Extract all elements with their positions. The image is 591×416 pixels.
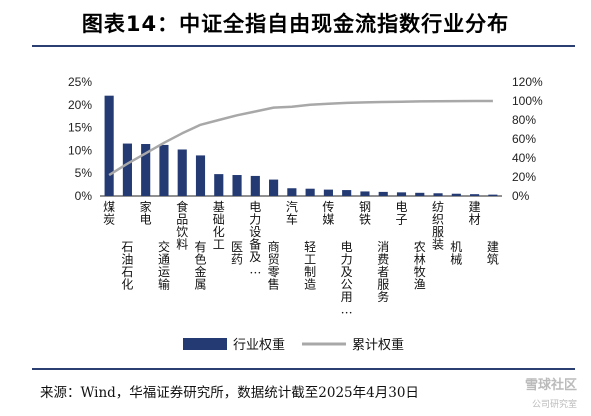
y-right-tick-label: 40%	[512, 151, 536, 165]
bar	[378, 191, 388, 196]
bar	[488, 194, 498, 196]
legend-swatch-bar	[183, 338, 227, 350]
x-tick-label: 石油石化	[121, 240, 133, 292]
x-tick-label: 机械	[450, 240, 462, 267]
x-tick-label: 消费者服务	[377, 240, 389, 304]
title-rule	[32, 45, 575, 47]
y-left-tick-label: 0%	[75, 189, 93, 203]
x-tick-label: 电力设备及…	[249, 200, 261, 277]
x-tick-label: 电子	[395, 200, 407, 227]
y-right-tick-label: 0%	[512, 189, 530, 203]
bar	[177, 149, 187, 196]
x-tick-label: 有色金属	[194, 240, 206, 292]
bar	[195, 155, 206, 196]
bar	[287, 188, 297, 196]
x-tick-label: 食品饮料	[176, 199, 188, 252]
chart: 0% 5% 10% 15% 20% 25% 0% 20% 40% 60% 80% 100% 120% 煤…	[68, 75, 543, 353]
x-tick-label: 汽车	[286, 199, 298, 227]
line-series	[108, 99, 493, 177]
y-right-tick-label: 100%	[512, 94, 543, 108]
x-tick-label: 建筑	[487, 240, 499, 267]
chart-title: 图表14：中证全指自由现金流指数行业分布	[81, 12, 510, 36]
bar	[232, 175, 242, 196]
x-tick-label: 轻工制造	[304, 240, 316, 292]
x-tick-label: 电力及公用…	[341, 240, 353, 317]
x-tick-label: 传媒	[322, 199, 334, 227]
chart-axes: 0% 5% 10% 15% 20% 25% 0% 20% 40% 60% 80% 100% 120%	[68, 75, 543, 203]
y-right-tick-label: 20%	[512, 170, 536, 184]
bar	[451, 193, 461, 196]
x-tick-label: 钢铁	[359, 200, 371, 227]
cumulative-line	[108, 99, 493, 177]
bar-series	[104, 95, 498, 196]
y-left-tick-label: 5%	[75, 166, 93, 180]
bar	[104, 95, 114, 196]
legend-label-bar: 行业权重	[233, 337, 285, 353]
bar	[141, 144, 151, 196]
x-tick-label: 商贸零售	[268, 239, 280, 292]
legend-label-line: 累计权重	[352, 337, 404, 353]
watermark-sub: 公司研究室	[531, 400, 577, 410]
y-left-tick-label: 10%	[68, 143, 92, 157]
bar	[415, 192, 425, 196]
y-right-tick-label: 80%	[512, 113, 536, 127]
x-tick-label: 家电	[140, 199, 152, 227]
x-tick-label: 基础化工	[213, 200, 225, 252]
x-tick-label: 建材	[469, 200, 481, 227]
source-note: 来源：Wind，华福证券研究所，数据统计截至2025年4月30日	[40, 385, 419, 401]
bar	[360, 191, 370, 196]
x-tick-label: 纺织服装	[432, 200, 444, 252]
y-left-tick-label: 20%	[68, 98, 92, 112]
bar	[433, 193, 443, 196]
bar	[342, 190, 352, 196]
bar	[470, 194, 480, 196]
bar	[396, 192, 407, 196]
bar	[269, 179, 279, 196]
source-rule	[32, 368, 575, 370]
bar	[305, 188, 315, 196]
y-left-tick-label: 25%	[68, 75, 92, 89]
legend: 行业权重 累计权重	[183, 337, 404, 353]
y-right-tick-label: 60%	[512, 132, 536, 146]
x-tick-label: 交通运输	[158, 239, 170, 292]
watermark-main: 雪球社区	[524, 378, 577, 393]
y-right-tick-label: 120%	[512, 75, 543, 89]
y-left-tick-label: 15%	[68, 121, 92, 135]
x-tick-label: 农林牧渔	[414, 240, 426, 292]
bar	[323, 189, 333, 196]
bar	[214, 174, 224, 196]
x-tick-label: 医药	[231, 240, 243, 267]
x-tick-label: 煤炭	[103, 200, 115, 227]
bar	[122, 143, 132, 196]
bar	[250, 175, 260, 196]
bar	[159, 144, 169, 196]
